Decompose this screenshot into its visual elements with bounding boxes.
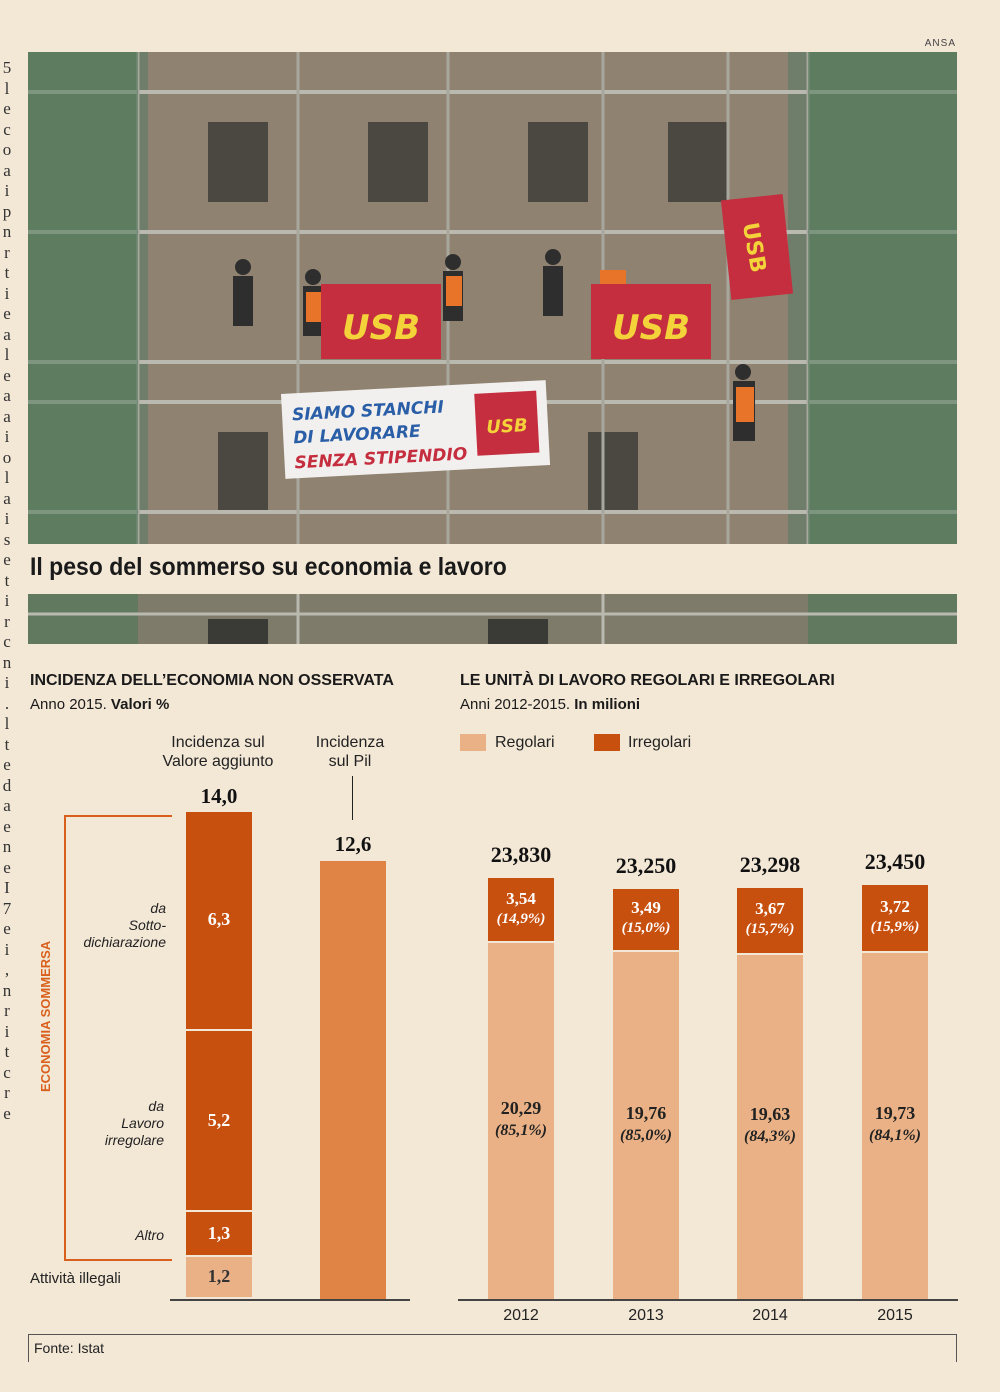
economia-sommersa-bracket — [64, 815, 172, 1261]
left-bar-1-segment-value-lavoro-irregolare: 5,2 — [207, 1109, 231, 1130]
left-bar-2-header-line-1: Incidenza — [315, 734, 385, 751]
label-irregolari-pct-2014: (15,7%) — [745, 921, 795, 938]
protest-banner-usb: USB — [486, 415, 528, 438]
protest-photo-strip — [28, 594, 957, 644]
label-regolari-pct-2014: (84,3%) — [744, 1127, 796, 1145]
scaffolding-illustration: USB USB USB SIAMO STANCHI DI LAVORARE SE… — [28, 52, 957, 544]
source-note: Fonte: Istat — [34, 1340, 105, 1356]
source-rule-left — [28, 1334, 29, 1362]
label-regolari-pct-2012: (85,1%) — [495, 1121, 547, 1139]
left-bar-1-segment-attivita-illegali — [186, 1257, 252, 1297]
right-chart-subtitle: Anni 2012-2015. In milioni — [460, 696, 640, 713]
year-label-2013: 2013 — [628, 1307, 664, 1324]
label-regolari-value-2014: 19,63 — [749, 1103, 791, 1124]
usb-banner-1-text: USB — [342, 308, 420, 348]
label-regolari-value-2012: 20,29 — [500, 1097, 542, 1118]
bar-irregolari-2012 — [488, 878, 554, 941]
segment-label-lavoro-irregolare: da Lavoro irregolare — [60, 1098, 164, 1149]
economia-sommersa-text: ECONOMIA SOMMERSA — [38, 940, 53, 1092]
source-rule — [28, 1334, 957, 1335]
left-bar-1-header: Incidenza sul Valore aggiunto — [148, 733, 288, 771]
left-bar-1-segment-altro — [186, 1212, 252, 1256]
left-bar-1-segment-lavoro-irregolare — [186, 1031, 252, 1210]
bar-regolari-2013 — [613, 952, 679, 1299]
label-regolari-value-2013: 19,76 — [625, 1102, 667, 1123]
left-bar-2-pil — [320, 860, 386, 1299]
label-irregolari-value-2015: 3,72 — [880, 896, 910, 916]
total-2015: 23,450 — [864, 849, 926, 875]
left-bar-1-segment-sottodichiarazione — [186, 811, 252, 1030]
scaffolding-strip-illustration — [28, 594, 957, 644]
legend-label-regolari: Regolari — [495, 734, 555, 751]
segment-label-attivita-illegali: Attività illegali — [30, 1270, 121, 1287]
year-label-2012: 2012 — [503, 1307, 539, 1324]
segment-label-sottodichiarazione: da Sotto- dichiarazione — [60, 900, 167, 951]
total-2014: 23,298 — [739, 851, 801, 877]
legend-swatch-irregolari — [594, 734, 620, 751]
label-irregolari-pct-2013: (15,0%) — [621, 920, 671, 937]
label-regolari-pct-2013: (85,0%) — [620, 1126, 672, 1144]
left-bar-2-header-line-2: sul Pil — [328, 753, 372, 770]
legend-swatch-regolari — [460, 734, 486, 751]
left-subtitle-bold: Valori % — [110, 696, 170, 713]
year-label-2014: 2014 — [752, 1307, 788, 1324]
segment-label-lavoro-line-1: da — [148, 1098, 164, 1114]
page-title: Il peso del sommerso su economia e lavor… — [30, 553, 507, 581]
photo-credit: ANSA — [924, 38, 956, 49]
bar-regolari-2012 — [488, 942, 554, 1299]
segment-label-sotto-line-3: dichiarazione — [83, 934, 167, 950]
source-rule-right — [956, 1334, 957, 1362]
bar-regolari-2015 — [862, 952, 928, 1299]
legend-label-irregolari: Irregolari — [628, 734, 692, 751]
label-irregolari-pct-2012: (14,9%) — [496, 910, 546, 927]
left-chart-subtitle: Anno 2015. Valori % — [30, 696, 169, 713]
bar-irregolari-2014 — [737, 887, 803, 953]
left-bar-2-header: Incidenza sul Pil — [290, 733, 410, 771]
label-regolari-pct-2015: (84,1%) — [869, 1126, 921, 1144]
left-bar-1-segment-value-altro: 1,3 — [207, 1222, 231, 1243]
label-irregolari-pct-2015: (15,9%) — [870, 918, 920, 935]
segment-label-altro: Altro — [135, 1227, 164, 1243]
label-regolari-value-2015: 19,73 — [874, 1102, 916, 1123]
economia-sommersa-label: ECONOMIA SOMMERSA — [18, 941, 53, 1092]
left-bar-1-header-line-1: Incidenza sul — [171, 734, 265, 751]
total-2013: 23,250 — [615, 852, 677, 878]
label-irregolari-value-2013: 3,49 — [631, 898, 661, 918]
left-bar-1-header-line-2: Valore aggiunto — [162, 753, 274, 770]
segment-label-lavoro-line-2: Lavoro — [121, 1115, 164, 1131]
left-chart-title: INCIDENZA DELL’ECONOMIA NON OSSERVATA — [30, 672, 394, 689]
left-baseline — [170, 1299, 410, 1301]
segment-label-lavoro-line-3: irregolare — [104, 1132, 164, 1148]
left-bar-1-total: 14,0 — [200, 784, 238, 808]
left-bar-2-leader-line — [352, 776, 353, 820]
left-subtitle-plain: Anno 2015. — [30, 696, 107, 713]
protest-photo: USB USB USB SIAMO STANCHI DI LAVORARE SE… — [28, 52, 957, 544]
year-label-2015: 2015 — [877, 1307, 913, 1324]
right-subtitle-plain: Anni 2012-2015. — [460, 696, 571, 713]
segment-label-sotto-line-1: da — [150, 900, 166, 916]
left-bar-2-total: 12,6 — [334, 832, 372, 856]
left-bar-1-segment-value-attivita-illegali: 1,2 — [207, 1266, 231, 1287]
right-subtitle-bold: In milioni — [574, 696, 641, 713]
bar-regolari-2014 — [737, 954, 803, 1299]
right-baseline — [458, 1299, 958, 1301]
bar-irregolari-2015 — [862, 885, 928, 951]
bar-irregolari-2013 — [613, 888, 679, 951]
total-2012: 23,830 — [490, 842, 552, 868]
usb-banner-2-text: USB — [612, 308, 690, 348]
segment-label-sotto-line-2: Sotto- — [128, 917, 166, 933]
label-irregolari-value-2012: 3,54 — [506, 888, 536, 908]
right-chart-title: LE UNITÀ DI LAVORO REGOLARI E IRREGOLARI — [460, 672, 835, 689]
left-bar-1-segment-value-sottodichiarazione: 6,3 — [207, 909, 231, 930]
label-irregolari-value-2014: 3,67 — [755, 899, 785, 919]
